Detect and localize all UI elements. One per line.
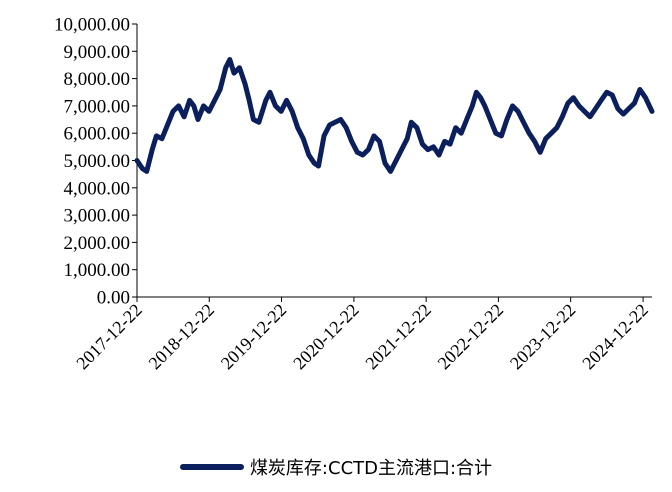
x-tick-label: 2018-12-22 — [145, 300, 219, 374]
y-tick-label: 2,000.00 — [64, 233, 131, 254]
x-tick-label: 2017-12-22 — [72, 300, 146, 374]
y-tick-label: 8,000.00 — [64, 69, 131, 90]
y-tick-label: 7,000.00 — [64, 96, 131, 117]
x-tick-label: 2024-12-22 — [578, 300, 652, 374]
y-tick-label: 9,000.00 — [64, 42, 131, 63]
x-tick-label: 2019-12-22 — [217, 300, 291, 374]
legend: 煤炭库存:CCTD主流港口:合计 — [0, 452, 672, 482]
y-tick-label: 5,000.00 — [64, 151, 131, 172]
x-tick-label: 2022-12-22 — [434, 300, 508, 374]
y-tick-label: 3,000.00 — [64, 206, 131, 227]
legend-label: 煤炭库存:CCTD主流港口:合计 — [249, 458, 493, 479]
series-layer — [134, 57, 655, 174]
x-tick-label: 2021-12-22 — [361, 300, 435, 374]
y-tick-label: 10,000.00 — [54, 15, 130, 36]
y-tick-label: 0.00 — [97, 288, 130, 309]
y-tick-label: 1,000.00 — [64, 260, 131, 281]
y-tick-label: 4,000.00 — [64, 178, 131, 199]
x-axis-ticks: 2017-12-222018-12-222019-12-222020-12-22… — [72, 297, 652, 373]
y-axis-ticks: 0.00 1,000.00 2,000.00 3,000.00 4,000.00 5,00… — [54, 15, 137, 309]
x-tick-label: 2023-12-22 — [506, 300, 580, 374]
y-tick-label: 6,000.00 — [64, 124, 131, 145]
legend-swatch — [179, 464, 244, 470]
x-tick-label: 2020-12-22 — [289, 300, 363, 374]
series-line-0 — [134, 57, 655, 174]
